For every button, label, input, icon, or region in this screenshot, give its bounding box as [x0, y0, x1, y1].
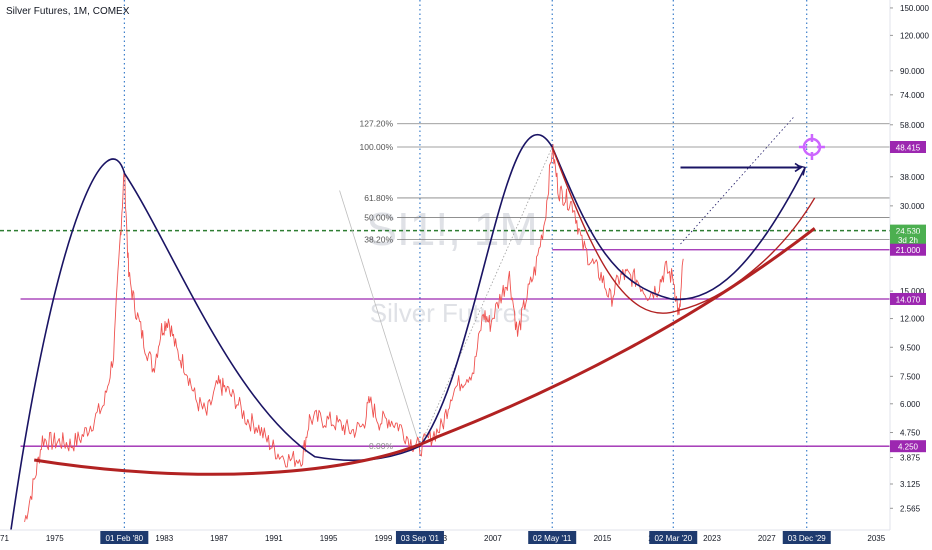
time-tick-label: 1983 — [155, 534, 173, 543]
time-tick-label: 1971 — [0, 534, 9, 543]
watermark-name: Silver Futures — [370, 298, 530, 328]
price-tick-label: 6.000 — [900, 400, 921, 409]
price-label-box — [890, 440, 926, 453]
time-axis-bg — [0, 530, 932, 550]
price-label-text: 14.070 — [896, 295, 921, 304]
time-marker-labels: 01 Feb '80 03 Sep '01 02 May '11 02 Mar '20… — [100, 531, 831, 544]
fib-level-label: 50.00% — [364, 212, 393, 222]
price-tick-label: 150.000 — [900, 4, 929, 13]
time-tick-label: 1975 — [46, 534, 64, 543]
symbol-name: Silver Futures — [6, 6, 68, 17]
long-term-curve — [33, 227, 816, 476]
fib-trend-line — [419, 146, 553, 447]
price-tick-label: 120.000 — [900, 31, 929, 40]
price-series — [24, 144, 684, 522]
interval-label: 1M — [73, 6, 88, 17]
price-tick-label: 15.000 — [900, 287, 925, 296]
time-marker-box — [528, 531, 577, 544]
time-marker-text: 03 Sep '01 — [401, 534, 440, 543]
price-tick-label: 58.000 — [900, 121, 925, 130]
price-label-text: 21.000 — [896, 246, 921, 255]
time-markers — [123, 0, 808, 530]
price-label-text: 4.250 — [898, 443, 919, 452]
price-tick-label: 2.565 — [900, 504, 921, 513]
time-tick-label: 1995 — [320, 534, 338, 543]
watermark: SI1!, 1M Silver Futures — [366, 203, 537, 328]
time-marker-box — [100, 531, 149, 544]
time-tick-label: 2007 — [484, 534, 502, 543]
price-label-box — [890, 141, 926, 154]
price-label-text: 24.530 — [896, 227, 921, 236]
price-label-box — [890, 233, 926, 246]
time-marker-text: 03 Dec '29 — [788, 534, 827, 543]
price-label-box — [890, 243, 926, 256]
time-marker-text: 02 May '11 — [533, 534, 572, 543]
fib-level-label: 38.20% — [364, 235, 393, 245]
time-marker-box — [395, 531, 444, 544]
time-marker-box — [649, 531, 698, 544]
fib-levels: 127.20% 100.00% 61.80% 50.00% 38.20% 0.00% — [339, 119, 890, 451]
horizontal-lines — [0, 229, 890, 447]
price-tick-label: 9.500 — [900, 343, 921, 352]
cup-curve-left — [10, 158, 421, 531]
time-marker-box — [782, 531, 831, 544]
price-tick-label: 7.500 — [900, 372, 921, 381]
fib-level-label: 127.20% — [360, 119, 394, 129]
price-tick-label: 4.750 — [900, 429, 921, 438]
handle-curve — [551, 146, 816, 314]
fib-level-label: 100.00% — [360, 142, 394, 152]
price-tick-label: 38.000 — [900, 173, 925, 182]
exchange-label: COMEX — [92, 6, 130, 17]
price-tick-label: 90.000 — [900, 67, 925, 76]
target-arrow-head — [794, 162, 803, 173]
price-tick-label: 74.000 — [900, 91, 925, 100]
chart-header: Silver Futures, 1M, COMEX — [6, 6, 130, 17]
fib-level-label: 0.00% — [369, 441, 394, 451]
price-label-text: 3d 2h — [898, 236, 918, 245]
fib-anchor-line — [339, 190, 421, 447]
cup-curve-right — [419, 134, 806, 447]
time-axis[interactable]: 1971197519791983198719911995199920032007… — [0, 529, 932, 550]
time-marker-text: 02 Mar '20 — [654, 534, 692, 543]
price-tick-label: 3.875 — [900, 454, 921, 463]
price-tick-label: 3.125 — [900, 480, 921, 489]
target-crosshair-icon — [798, 134, 825, 161]
time-tick-label: 1991 — [265, 534, 283, 543]
time-tick-label: 2023 — [703, 534, 721, 543]
watermark-ticker: SI1!, 1M — [366, 203, 537, 255]
price-label-text: 48.415 — [896, 144, 921, 153]
time-tick-label: 2027 — [758, 534, 776, 543]
price-axis-bg — [890, 0, 932, 550]
price-label-box — [890, 292, 926, 305]
time-tick-label: 2015 — [594, 534, 612, 543]
time-tick-label: 2035 — [867, 534, 885, 543]
fib-level-label: 61.80% — [364, 193, 393, 203]
price-line — [24, 144, 684, 522]
price-axis[interactable]: 150.000120.00090.00074.00058.00048.00038… — [889, 0, 932, 550]
projection-line — [680, 116, 795, 245]
drawings — [10, 116, 825, 531]
price-tick-label: 30.000 — [900, 202, 925, 211]
price-tick-label: 12.000 — [900, 315, 925, 324]
time-tick-label: 1999 — [374, 534, 392, 543]
time-marker-text: 01 Feb '80 — [106, 534, 144, 543]
time-tick-label: 1987 — [210, 534, 228, 543]
